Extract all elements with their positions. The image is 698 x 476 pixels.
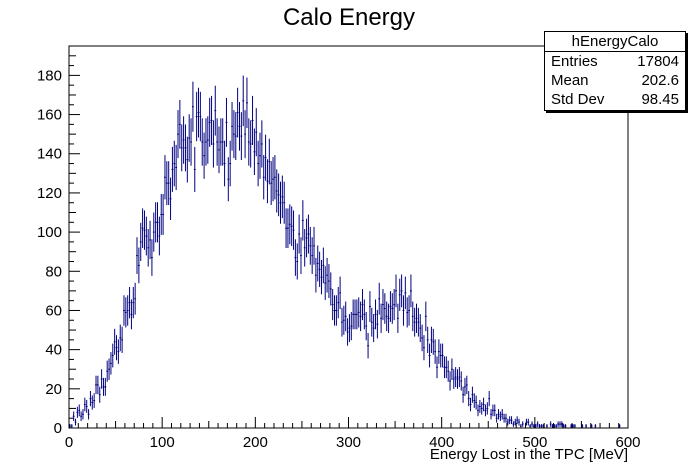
stats-value: 202.6: [641, 72, 679, 89]
y-tick-label: 180: [37, 67, 62, 84]
stats-label: Std Dev: [551, 91, 605, 108]
stats-row-mean: Mean 202.6: [545, 71, 685, 90]
y-tick-label: 140: [37, 146, 62, 163]
x-tick-label: 300: [336, 434, 361, 451]
x-tick-label: 200: [243, 434, 268, 451]
chart-title: Calo Energy: [282, 4, 416, 31]
histogram-bins: [69, 75, 621, 428]
y-tick-label: 80: [45, 263, 62, 280]
x-tick-label: 600: [615, 434, 640, 451]
stats-box-name: hEnergyCalo: [545, 32, 685, 52]
stats-label: Entries: [551, 53, 598, 70]
axes-ticks: 0 100 200 300 400 500 600 0 20 40 60 80 100 120 140 160…: [37, 45, 641, 451]
y-tick-label: 100: [37, 224, 62, 241]
stats-row-stddev: Std Dev 98.45: [545, 90, 685, 109]
y-tick-label: 160: [37, 107, 62, 124]
stats-value: 98.45: [641, 91, 679, 108]
stats-row-entries: Entries 17804: [545, 52, 685, 71]
stats-label: Mean: [551, 72, 589, 89]
y-tick-label: 40: [45, 342, 62, 359]
stats-value: 17804: [637, 53, 679, 70]
stats-box: hEnergyCalo Entries 17804 Mean 202.6 Std…: [544, 31, 686, 111]
x-tick-label: 0: [65, 434, 73, 451]
x-tick-label: 100: [150, 434, 175, 451]
x-tick-label: 500: [522, 434, 547, 451]
x-axis-label: Energy Lost in the TPC [MeV]: [429, 446, 628, 463]
y-tick-label: 120: [37, 185, 62, 202]
x-tick-label: 400: [429, 434, 454, 451]
plot-frame: [68, 45, 629, 429]
y-tick-label: 0: [54, 420, 62, 437]
y-tick-label: 60: [45, 302, 62, 319]
y-tick-label: 20: [45, 381, 62, 398]
